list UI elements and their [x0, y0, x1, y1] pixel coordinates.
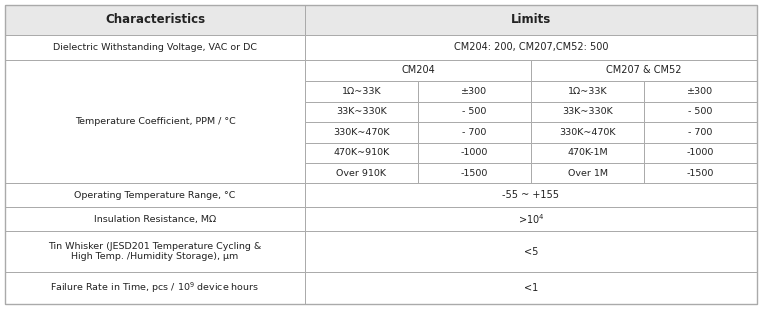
Text: Insulation Resistance, MΩ: Insulation Resistance, MΩ — [94, 215, 216, 224]
Text: Dielectric Withstanding Voltage, VAC or DC: Dielectric Withstanding Voltage, VAC or … — [53, 43, 257, 52]
Bar — [418, 81, 531, 102]
Text: 330K~470K: 330K~470K — [333, 128, 389, 137]
Bar — [5, 184, 305, 207]
Bar — [5, 231, 305, 272]
Bar — [531, 60, 757, 81]
Text: Operating Temperature Range, °C: Operating Temperature Range, °C — [75, 191, 235, 200]
Text: CM204: 200, CM207,CM52: 500: CM204: 200, CM207,CM52: 500 — [453, 42, 608, 52]
Bar — [5, 60, 305, 184]
Text: 330K~470K: 330K~470K — [559, 128, 616, 137]
Bar — [305, 122, 418, 142]
Bar — [418, 163, 531, 184]
Text: <5: <5 — [523, 247, 538, 257]
Text: 33K~330K: 33K~330K — [562, 107, 613, 116]
Bar — [531, 122, 644, 142]
Text: 1Ω~33K: 1Ω~33K — [341, 87, 381, 96]
Text: <1: <1 — [524, 283, 538, 293]
Text: 470K-1M: 470K-1M — [567, 148, 608, 157]
Bar — [305, 272, 757, 304]
Bar — [305, 163, 418, 184]
Bar — [5, 207, 305, 231]
Bar — [305, 142, 418, 163]
Bar — [418, 142, 531, 163]
Text: Temperature Coefficient, PPM / °C: Temperature Coefficient, PPM / °C — [75, 117, 235, 126]
Text: -1500: -1500 — [687, 169, 714, 178]
Text: 33K~330K: 33K~330K — [336, 107, 387, 116]
Text: ±300: ±300 — [462, 87, 488, 96]
Text: Characteristics: Characteristics — [105, 13, 205, 26]
Text: CM204: CM204 — [401, 66, 435, 75]
Bar — [305, 102, 418, 122]
Text: Over 910K: Over 910K — [337, 169, 386, 178]
Bar — [644, 163, 757, 184]
Bar — [531, 142, 644, 163]
Text: 1Ω~33K: 1Ω~33K — [568, 87, 607, 96]
Text: Limits: Limits — [511, 13, 551, 26]
Text: - 700: - 700 — [688, 128, 712, 137]
Text: - 700: - 700 — [463, 128, 487, 137]
Bar — [305, 5, 757, 35]
Bar — [305, 81, 418, 102]
Text: - 500: - 500 — [463, 107, 487, 116]
Bar — [644, 142, 757, 163]
Bar — [418, 122, 531, 142]
Bar — [5, 5, 305, 35]
Bar — [5, 272, 305, 304]
Bar — [305, 231, 757, 272]
Text: -55 ~ +155: -55 ~ +155 — [502, 190, 559, 201]
Bar — [305, 60, 531, 81]
Text: ±300: ±300 — [687, 87, 713, 96]
Bar — [644, 81, 757, 102]
Text: 470K~910K: 470K~910K — [334, 148, 389, 157]
Bar — [644, 102, 757, 122]
Bar — [305, 207, 757, 231]
Text: -1000: -1000 — [461, 148, 488, 157]
Text: -1000: -1000 — [687, 148, 714, 157]
Text: - 500: - 500 — [688, 107, 712, 116]
Bar — [531, 81, 644, 102]
Text: >10$^{4}$: >10$^{4}$ — [517, 212, 544, 226]
Bar — [531, 102, 644, 122]
Bar — [531, 163, 644, 184]
Text: Tin Whisker (JESD201 Temperature Cycling &
High Temp. /Humidity Storage), μm: Tin Whisker (JESD201 Temperature Cycling… — [48, 242, 261, 261]
Text: Failure Rate in Time, pcs / 10$^{9}$ device hours: Failure Rate in Time, pcs / 10$^{9}$ dev… — [50, 281, 260, 295]
Bar — [305, 35, 757, 60]
Bar — [305, 184, 757, 207]
Text: Over 1M: Over 1M — [568, 169, 607, 178]
Bar — [5, 35, 305, 60]
Bar — [418, 102, 531, 122]
Text: -1500: -1500 — [461, 169, 488, 178]
Text: CM207 & CM52: CM207 & CM52 — [607, 66, 682, 75]
Bar — [644, 122, 757, 142]
